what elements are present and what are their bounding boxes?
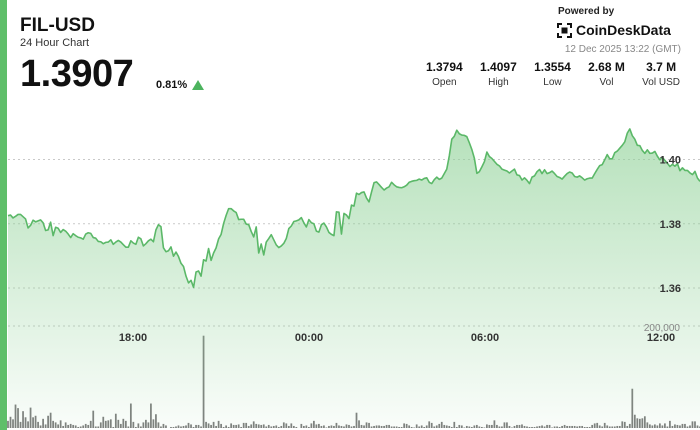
- chart-subtitle: 24 Hour Chart: [20, 37, 90, 49]
- time-tick-label: 06:00: [471, 332, 499, 344]
- price-tick-label: 1.36: [660, 283, 681, 295]
- stat-value: 1.3794: [426, 60, 463, 74]
- stat-label: Open: [432, 77, 457, 88]
- axis-labels: 1.36 1.38 1.40 200,000 18:00 00:00 06:00 12:00: [119, 154, 681, 344]
- volume-tick-label: 200,000: [644, 323, 681, 334]
- timestamp: 12 Dec 2025 13:22 (GMT): [564, 44, 681, 55]
- stat-value: 2.68 M: [588, 60, 625, 74]
- stat-value: 1.4097: [480, 60, 517, 74]
- coindesk-data-logo[interactable]: CoinDeskData: [557, 22, 671, 38]
- price-area-fill: [8, 128, 700, 428]
- time-tick-label: 12:00: [647, 332, 675, 344]
- stat-vol: 2.68 M Vol: [582, 60, 631, 88]
- stat-low: 1.3554 Low: [528, 60, 577, 88]
- price-change-percent: 0.81%: [156, 79, 188, 91]
- stat-vol-usd: 3.7 M Vol USD: [636, 60, 686, 88]
- stat-value: 1.3554: [534, 60, 571, 74]
- stat-label: High: [488, 77, 509, 88]
- up-arrow-icon: [192, 80, 204, 90]
- stat-open: 1.3794 Open: [420, 60, 469, 88]
- time-tick-label: 00:00: [295, 332, 323, 344]
- powered-by-label: Powered by: [558, 6, 615, 17]
- price-line: [7, 128, 700, 289]
- coindesk-logo-icon: [557, 22, 572, 38]
- stat-label: Vol: [599, 77, 614, 88]
- stat-high: 1.4097 High: [474, 60, 523, 88]
- brand-name: CoinDeskData: [576, 22, 671, 38]
- time-tick-label: 18:00: [119, 332, 147, 344]
- left-accent-bar: [0, 0, 7, 430]
- stat-label: Vol USD: [642, 77, 680, 88]
- stat-label: Low: [543, 77, 562, 88]
- asset-symbol: FIL-USD: [20, 15, 95, 36]
- price-tick-label: 1.38: [660, 219, 681, 231]
- price-tick-label: 1.40: [660, 154, 681, 166]
- stats-row: 1.3794 Open 1.4097 High 1.3554 Low 2.68 …: [420, 60, 686, 88]
- current-price: 1.3907: [20, 53, 134, 95]
- stat-value: 3.7 M: [646, 60, 677, 74]
